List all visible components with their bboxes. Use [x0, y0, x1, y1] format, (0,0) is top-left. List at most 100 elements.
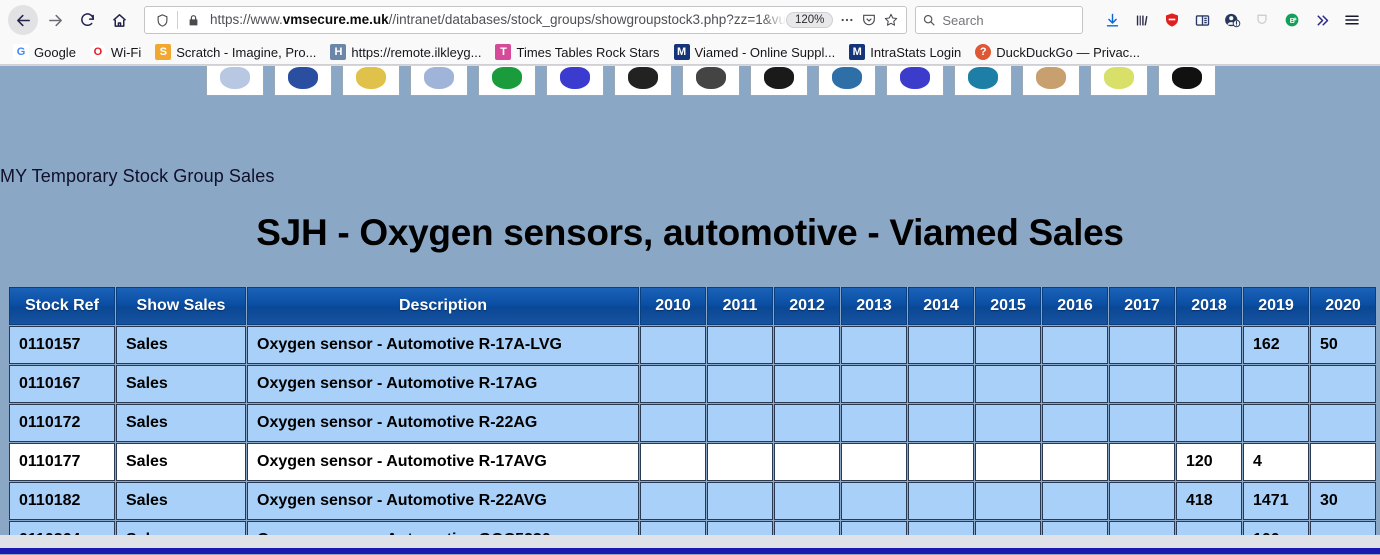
back-button[interactable]	[8, 5, 38, 35]
cell-year-2017[interactable]	[1109, 365, 1175, 403]
cell-year-2013[interactable]	[841, 482, 907, 520]
cell-year-2015[interactable]	[975, 482, 1041, 520]
column-header-2012[interactable]: 2012	[774, 287, 840, 325]
cell-year-2018[interactable]: 418	[1176, 482, 1242, 520]
cell-stock-ref[interactable]: 0110172	[9, 404, 115, 442]
reload-button[interactable]	[72, 5, 102, 35]
url-text[interactable]: https://www.vmsecure.me.uk//intranet/dat…	[210, 12, 786, 27]
column-header-2011[interactable]: 2011	[707, 287, 773, 325]
cell-year-2011[interactable]	[707, 482, 773, 520]
page-icon-10[interactable]	[818, 66, 876, 96]
cell-year-2014[interactable]	[908, 404, 974, 442]
page-icon-6[interactable]	[546, 66, 604, 96]
cell-year-2012[interactable]	[774, 482, 840, 520]
cell-year-2011[interactable]	[707, 404, 773, 442]
cell-year-2014[interactable]	[908, 482, 974, 520]
cell-year-2019[interactable]: 162	[1243, 326, 1309, 364]
bookmark-item[interactable]: O Wi-Fi	[83, 42, 148, 62]
cell-year-2019[interactable]: 1471	[1243, 482, 1309, 520]
page-icon-11[interactable]	[886, 66, 944, 96]
forward-button[interactable]	[40, 5, 70, 35]
bookmark-item[interactable]: S Scratch - Imagine, Pro...	[148, 42, 323, 62]
hamburger-menu-icon[interactable]	[1337, 5, 1367, 35]
column-header-stock-ref[interactable]: Stock Ref	[9, 287, 115, 325]
table-row[interactable]: 0110167 Sales Oxygen sensor - Automotive R…	[9, 365, 1376, 403]
cell-year-2020[interactable]: 30	[1310, 482, 1376, 520]
cell-year-2017[interactable]	[1109, 404, 1175, 442]
cell-description[interactable]: Oxygen sensor - Automotive R-17AVG	[247, 443, 639, 481]
cell-year-2020[interactable]: 50	[1310, 326, 1376, 364]
cell-year-2013[interactable]	[841, 326, 907, 364]
downloads-icon[interactable]	[1097, 5, 1127, 35]
cell-year-2016[interactable]	[1042, 326, 1108, 364]
column-header-2016[interactable]: 2016	[1042, 287, 1108, 325]
cell-year-2013[interactable]	[841, 404, 907, 442]
search-input[interactable]: Search	[915, 6, 1084, 34]
cell-year-2018[interactable]	[1176, 404, 1242, 442]
cell-show-sales[interactable]: Sales	[116, 482, 246, 520]
cell-year-2016[interactable]	[1042, 365, 1108, 403]
cell-year-2012[interactable]	[774, 365, 840, 403]
page-icon-9[interactable]	[750, 66, 808, 96]
cell-year-2017[interactable]	[1109, 326, 1175, 364]
cell-year-2016[interactable]	[1042, 482, 1108, 520]
table-row[interactable]: 0110157 Sales Oxygen sensor - Automotive R…	[9, 326, 1376, 364]
cell-year-2017[interactable]	[1109, 443, 1175, 481]
cell-year-2015[interactable]	[975, 326, 1041, 364]
cell-show-sales[interactable]: Sales	[116, 365, 246, 403]
cell-year-2020[interactable]	[1310, 404, 1376, 442]
page-icon-2[interactable]	[274, 66, 332, 96]
page-icon-5[interactable]	[478, 66, 536, 96]
cell-year-2015[interactable]	[975, 365, 1041, 403]
cell-year-2010[interactable]	[640, 365, 706, 403]
zoom-level-badge[interactable]: 120%	[785, 12, 834, 28]
cell-year-2014[interactable]	[908, 326, 974, 364]
column-header-2013[interactable]: 2013	[841, 287, 907, 325]
page-icon-1[interactable]	[206, 66, 264, 96]
cell-year-2019[interactable]: 4	[1243, 443, 1309, 481]
cell-year-2011[interactable]	[707, 443, 773, 481]
star-icon[interactable]	[880, 12, 902, 28]
url-bar[interactable]: https://www.vmsecure.me.uk//intranet/dat…	[144, 6, 908, 34]
bookmark-item[interactable]: M IntraStats Login	[842, 42, 968, 62]
column-header-2019[interactable]: 2019	[1243, 287, 1309, 325]
page-icon-8[interactable]	[682, 66, 740, 96]
cell-year-2018[interactable]	[1176, 365, 1242, 403]
padlock-icon[interactable]	[180, 14, 206, 27]
cell-year-2010[interactable]	[640, 482, 706, 520]
cell-year-2011[interactable]	[707, 365, 773, 403]
cell-description[interactable]: Oxygen sensor - Automotive R-17A-LVG	[247, 326, 639, 364]
cell-stock-ref[interactable]: 0110177	[9, 443, 115, 481]
bitwarden-icon[interactable]: B	[1277, 5, 1307, 35]
column-header-2020[interactable]: 2020	[1310, 287, 1376, 325]
adblock-shield-icon[interactable]	[1157, 5, 1187, 35]
page-icon-12[interactable]	[954, 66, 1012, 96]
home-button[interactable]	[104, 5, 134, 35]
cell-description[interactable]: Oxygen sensor - Automotive R-17AG	[247, 365, 639, 403]
column-header-2014[interactable]: 2014	[908, 287, 974, 325]
tracking-protection-icon[interactable]	[149, 13, 175, 28]
cell-year-2015[interactable]	[975, 443, 1041, 481]
cell-show-sales[interactable]: Sales	[116, 404, 246, 442]
page-icon-14[interactable]	[1090, 66, 1148, 96]
page-icon-4[interactable]	[410, 66, 468, 96]
column-header-show-sales[interactable]: Show Sales	[116, 287, 246, 325]
bookmark-item[interactable]: M Viamed - Online Suppl...	[667, 42, 843, 62]
table-row[interactable]: 0110177 Sales Oxygen sensor - Automotive R…	[9, 443, 1376, 481]
pocket-save-icon[interactable]	[1247, 5, 1277, 35]
cell-year-2010[interactable]	[640, 404, 706, 442]
cell-year-2011[interactable]	[707, 326, 773, 364]
bookmark-item[interactable]: T Times Tables Rock Stars	[488, 42, 666, 62]
page-icon-13[interactable]	[1022, 66, 1080, 96]
cell-year-2016[interactable]	[1042, 404, 1108, 442]
column-header-2010[interactable]: 2010	[640, 287, 706, 325]
ellipsis-icon[interactable]	[836, 12, 858, 28]
cell-year-2013[interactable]	[841, 443, 907, 481]
column-header-description[interactable]: Description	[247, 287, 639, 325]
cell-year-2014[interactable]	[908, 443, 974, 481]
cell-year-2012[interactable]	[774, 443, 840, 481]
cell-year-2018[interactable]: 120	[1176, 443, 1242, 481]
cell-description[interactable]: Oxygen sensor - Automotive R-22AG	[247, 404, 639, 442]
cell-year-2016[interactable]	[1042, 443, 1108, 481]
